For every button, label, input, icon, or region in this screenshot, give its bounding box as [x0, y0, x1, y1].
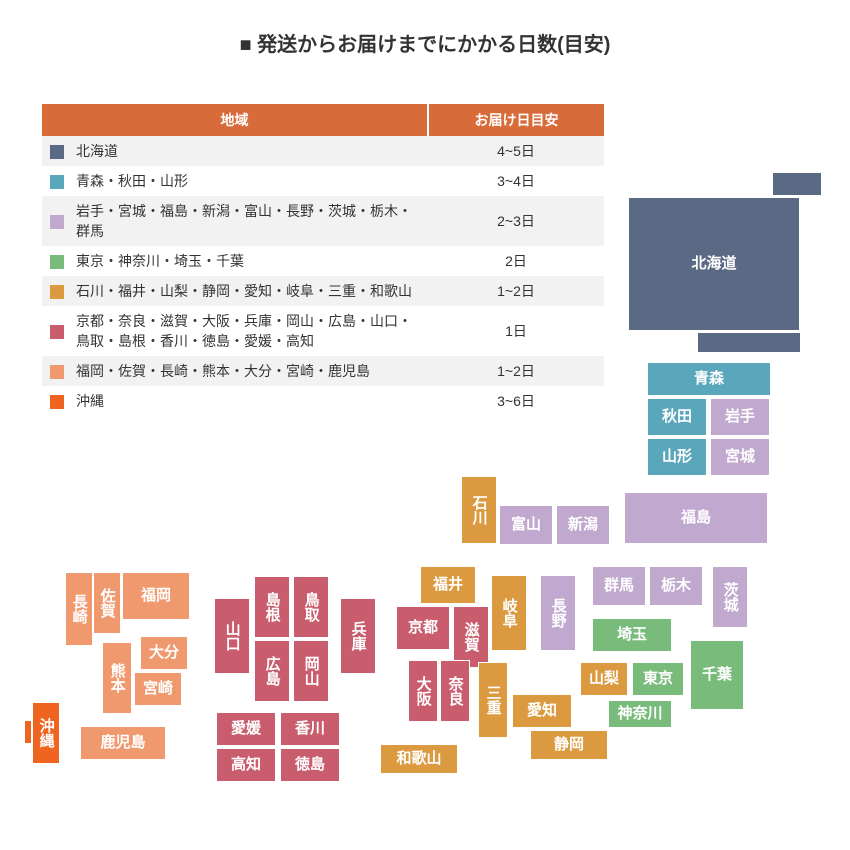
region-toyama: 富山 — [499, 505, 553, 545]
region-tottori: 鳥取 — [293, 576, 329, 638]
region-mie: 三重 — [478, 662, 508, 738]
region-gifu: 岐阜 — [491, 575, 527, 651]
region-nagano: 長野 — [540, 575, 576, 651]
region-gunma: 群馬 — [592, 566, 646, 606]
region-ishikawa: 石川 — [461, 476, 497, 544]
region-yamaguchi: 山口 — [214, 598, 250, 674]
region-aomori: 青森 — [647, 362, 771, 396]
region-tochigi: 栃木 — [649, 566, 703, 606]
region-kanagawa: 神奈川 — [608, 700, 672, 728]
region-tokushima: 徳島 — [280, 748, 340, 782]
region-oita: 大分 — [140, 636, 188, 670]
region-shizuoka: 静岡 — [530, 730, 608, 760]
region-kumamoto: 熊本 — [102, 642, 132, 714]
region-fukui: 福井 — [420, 566, 476, 604]
region-yamanashi: 山梨 — [580, 662, 628, 696]
region-iwate: 岩手 — [710, 398, 770, 436]
region-miyagi: 宮城 — [710, 438, 770, 476]
region-akita: 秋田 — [647, 398, 707, 436]
region-nagasaki: 長崎 — [65, 572, 93, 646]
region-hokkaido-main: 北海道 — [628, 197, 800, 331]
region-kyoto: 京都 — [396, 606, 450, 650]
region-hokkaido-tip — [697, 332, 801, 353]
region-kagawa: 香川 — [280, 712, 340, 746]
region-osaka: 大阪 — [408, 660, 438, 722]
region-nara: 奈良 — [440, 660, 470, 722]
region-wakayama: 和歌山 — [380, 744, 458, 774]
region-saitama: 埼玉 — [592, 618, 672, 652]
region-shiga: 滋賀 — [453, 606, 489, 668]
region-hyogo: 兵庫 — [340, 598, 376, 674]
region-kagoshima: 鹿児島 — [80, 726, 166, 760]
region-ibaraki: 茨城 — [712, 566, 748, 628]
region-fukuoka: 福岡 — [122, 572, 190, 620]
japan-map: 北海道青森秋田岩手山形宮城石川富山新潟福島福井岐阜長野群馬栃木茨城京都滋賀 埼玉 島… — [0, 0, 850, 850]
region-saga: 佐賀 — [93, 572, 121, 634]
region-hokkaido-strip — [772, 172, 822, 196]
region-hiroshima: 広島 — [254, 640, 290, 702]
region-fukushima: 福島 — [624, 492, 768, 544]
region-aichi: 愛知 — [512, 694, 572, 728]
region-okayama: 岡山 — [293, 640, 329, 702]
region-niigata: 新潟 — [556, 505, 610, 545]
region-ehime: 愛媛 — [216, 712, 276, 746]
region-okinawa: 沖縄 — [32, 702, 60, 764]
region-tokyo: 東京 — [632, 662, 684, 696]
region-yamagata: 山形 — [647, 438, 707, 476]
region-chiba: 千葉 — [690, 640, 744, 710]
region-miyazaki: 宮崎 — [134, 672, 182, 706]
region-shimane: 島根 — [254, 576, 290, 638]
okinawa-notch — [24, 720, 32, 744]
region-kochi: 高知 — [216, 748, 276, 782]
